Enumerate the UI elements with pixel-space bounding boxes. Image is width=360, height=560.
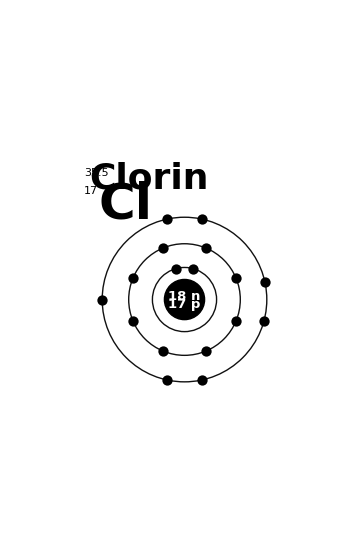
Text: 18 n: 18 n [168, 290, 201, 303]
Text: 17 p: 17 p [168, 298, 201, 311]
Text: 35.5: 35.5 [84, 168, 109, 178]
Point [233, 274, 239, 283]
Circle shape [165, 279, 204, 320]
Point [233, 316, 239, 325]
Point [130, 316, 136, 325]
Point [130, 274, 136, 283]
Text: 17: 17 [84, 186, 98, 195]
Point [203, 347, 209, 356]
Point [160, 244, 166, 253]
Point [165, 376, 170, 385]
Text: Clorin: Clorin [90, 161, 209, 195]
Point [160, 347, 166, 356]
Point [190, 264, 196, 273]
Point [199, 214, 204, 223]
Point [203, 244, 209, 253]
Point [165, 214, 170, 223]
Point [261, 316, 267, 325]
Point [262, 278, 268, 287]
Point [199, 376, 204, 385]
Point [99, 295, 105, 304]
Point [173, 264, 179, 273]
Text: Cl: Cl [98, 181, 152, 229]
